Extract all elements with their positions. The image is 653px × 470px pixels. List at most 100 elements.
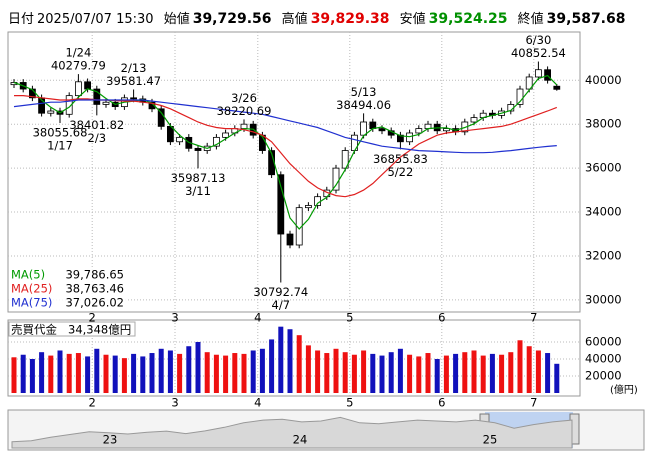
volume-bar xyxy=(177,353,183,393)
volume-bar xyxy=(85,356,91,393)
volume-bar xyxy=(204,352,210,393)
volume-bar xyxy=(425,353,431,393)
ma-line xyxy=(13,99,557,154)
candle-body xyxy=(130,97,138,100)
low-label: 36855.83 xyxy=(373,152,428,166)
y-tick-label: 40000 xyxy=(585,73,622,87)
y-tick-label: 32000 xyxy=(585,248,622,262)
legend-value: 39,786.65 xyxy=(65,268,124,282)
low-label: 35987.13 xyxy=(171,171,226,185)
candle-body xyxy=(176,136,184,143)
candle-body xyxy=(415,128,423,134)
candle-body xyxy=(378,128,386,132)
candle-body xyxy=(277,174,285,235)
low-date: 5/22 xyxy=(387,165,413,179)
volume-bar xyxy=(250,350,256,393)
volume-bar xyxy=(11,357,17,393)
volume-bar xyxy=(259,348,265,393)
volume-bar xyxy=(443,355,449,393)
volume-bar xyxy=(131,353,137,393)
volume-bar xyxy=(462,352,468,393)
volume-bar xyxy=(526,346,532,393)
candle-body xyxy=(84,81,91,90)
volume-bar xyxy=(342,352,348,393)
volume-bar xyxy=(453,353,459,393)
volume-bar xyxy=(296,335,302,393)
volume-bar xyxy=(213,354,219,393)
volume-bar xyxy=(278,326,284,393)
header-label: 始値 xyxy=(163,12,190,27)
volume-bar xyxy=(29,358,35,393)
high-label: 40279.79 xyxy=(51,59,106,73)
volume-bar xyxy=(121,358,127,393)
volume-bar xyxy=(324,353,330,393)
volume-bar xyxy=(103,354,109,393)
high-label: 40852.54 xyxy=(511,46,566,60)
x-tick-label: 4 xyxy=(254,396,261,410)
price-panel xyxy=(7,31,581,313)
header-value: 39,729.56 xyxy=(192,11,272,27)
volume-bar xyxy=(397,348,403,393)
x-tick-label: 7 xyxy=(530,396,537,410)
volume-bar xyxy=(370,353,376,393)
volume-bar xyxy=(186,346,192,393)
volume-bar xyxy=(535,350,541,393)
candle-body xyxy=(75,81,82,97)
volume-bar xyxy=(48,355,54,393)
volume-bar xyxy=(471,350,477,393)
low-date: 1/17 xyxy=(47,138,73,152)
volume-bar xyxy=(75,353,81,393)
header-value: 39,587.68 xyxy=(546,11,626,27)
volume-bar xyxy=(112,355,118,393)
low-label: 38055.68 xyxy=(33,125,88,139)
legend-name: MA(25) xyxy=(11,282,52,296)
legend-name: MA(75) xyxy=(11,296,52,310)
candle-body xyxy=(212,136,220,147)
header-value: 39,524.25 xyxy=(428,11,508,27)
volume-bar xyxy=(149,353,155,393)
x-tick-label: 5 xyxy=(346,396,353,410)
candle-body xyxy=(516,88,524,105)
x-tick-label: 5 xyxy=(346,311,353,325)
navigator-label: 24 xyxy=(293,433,308,447)
unit-label: (億円) xyxy=(610,383,638,396)
candle-body xyxy=(525,76,533,90)
candle-body xyxy=(360,121,368,136)
volume-bar xyxy=(416,356,422,393)
volume-bar xyxy=(315,350,321,393)
low-date: 4/7 xyxy=(272,298,291,312)
volume-bar xyxy=(517,340,523,393)
high-date: 3/26 xyxy=(231,91,257,105)
volume-bar xyxy=(480,355,486,393)
legend-box xyxy=(9,296,126,310)
ma-line xyxy=(13,74,558,230)
volume-bar xyxy=(195,341,201,393)
candle-body xyxy=(222,132,230,138)
volume-bar xyxy=(94,348,100,393)
legend-value: 37,026.02 xyxy=(65,296,124,310)
low-date: 2/3 xyxy=(88,131,107,145)
x-tick-label: 2 xyxy=(89,311,96,325)
header-label: 安値 xyxy=(399,12,426,27)
navigator-label: 23 xyxy=(103,433,118,447)
volume-bar xyxy=(333,348,339,393)
y-tick-label: 60000 xyxy=(585,334,622,348)
candle-body xyxy=(369,121,377,129)
legend-box xyxy=(9,282,126,296)
candle-body xyxy=(341,150,349,169)
candle-body xyxy=(304,205,312,209)
low-date: 3/11 xyxy=(185,184,211,198)
volume-bar xyxy=(167,350,173,393)
x-tick-label: 4 xyxy=(254,311,261,325)
x-tick-label: 6 xyxy=(438,396,445,410)
volume-bar xyxy=(489,353,495,393)
candle-body xyxy=(442,128,450,132)
y-tick-label: 36000 xyxy=(585,161,622,175)
candle-body xyxy=(535,69,542,78)
header: 日付 2025/07/07 15:30 始値 39,729.56 高値 39,829.… xyxy=(8,8,631,27)
header-value: 39,829.38 xyxy=(310,11,390,27)
y-tick-label: 40000 xyxy=(585,351,622,365)
y-tick-label: 38000 xyxy=(585,117,622,131)
